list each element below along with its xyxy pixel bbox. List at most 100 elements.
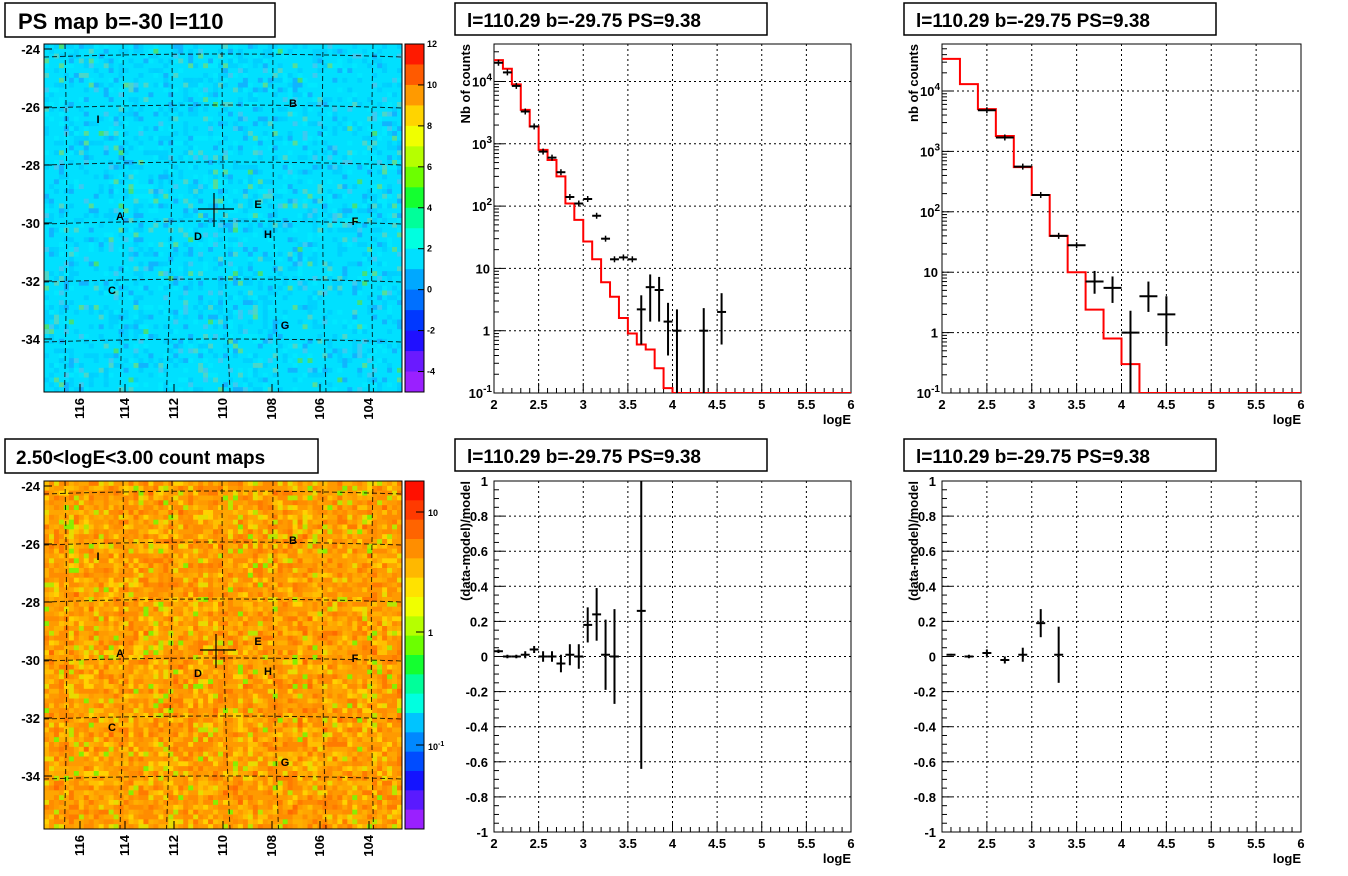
map-cell	[48, 116, 55, 122]
map-cell	[332, 353, 338, 359]
map-cell	[307, 338, 313, 344]
map-cell	[317, 213, 323, 219]
map-cell	[203, 68, 209, 74]
map-cell	[307, 131, 313, 137]
map-cell	[287, 247, 293, 253]
map-cell	[218, 82, 224, 88]
map-cell	[382, 111, 388, 117]
map-cell	[382, 179, 388, 185]
map-cell	[103, 367, 109, 373]
map-cell	[83, 174, 90, 180]
map-cell	[143, 169, 149, 175]
map-cell	[58, 329, 65, 335]
map-cell	[143, 324, 149, 330]
map-cell	[158, 343, 164, 349]
map-cell	[153, 150, 159, 156]
map-cell	[168, 97, 174, 103]
map-cell	[148, 305, 154, 311]
map-cell	[213, 251, 219, 257]
map-cell	[307, 208, 313, 214]
map-cell	[307, 218, 313, 224]
map-cell	[103, 314, 109, 320]
map-cell	[93, 131, 99, 137]
map-cell	[397, 280, 403, 286]
map-cell	[277, 314, 283, 320]
map-cell	[178, 343, 184, 349]
map-cell	[237, 329, 244, 335]
map-cell	[93, 222, 99, 228]
map-cell	[302, 329, 308, 335]
map-cell	[272, 111, 278, 117]
map-cell	[317, 68, 323, 74]
map-cell	[347, 53, 353, 59]
map-cell	[193, 329, 199, 335]
map-cell	[128, 77, 134, 83]
map-cell	[148, 189, 154, 195]
map-cell	[123, 48, 129, 54]
map-cell	[93, 247, 99, 253]
map-cell	[377, 251, 383, 257]
map-cell	[362, 343, 368, 349]
map-cell	[68, 271, 75, 277]
map-cell	[173, 319, 179, 325]
map-cell	[178, 305, 184, 311]
map-cell	[332, 160, 338, 166]
map-cell	[382, 63, 388, 69]
map-cell	[347, 261, 353, 267]
map-cell	[357, 237, 363, 243]
map-cell	[317, 309, 323, 315]
map-cell	[208, 324, 214, 330]
map-cell	[118, 77, 124, 83]
map-cell	[208, 329, 214, 335]
map-cell	[78, 314, 85, 320]
map-cell	[387, 334, 393, 340]
map-cell	[198, 348, 204, 354]
map-cell	[98, 353, 104, 359]
map-cell	[123, 155, 129, 161]
map-cell	[58, 300, 65, 306]
map-cell	[382, 160, 388, 166]
map-cell	[387, 73, 393, 79]
map-cell	[287, 329, 293, 335]
map-cell	[362, 276, 368, 282]
map-cell	[223, 367, 229, 373]
map-cell	[277, 261, 283, 267]
map-cell	[123, 377, 129, 383]
map-cell	[218, 92, 224, 98]
map-cell	[173, 150, 179, 156]
map-cell	[113, 271, 119, 277]
map-cell	[372, 343, 378, 349]
map-cell	[108, 135, 114, 141]
map-cell	[267, 358, 274, 364]
map-cell	[173, 126, 179, 132]
map-cell	[262, 285, 269, 291]
map-cell	[158, 184, 164, 190]
map-cell	[73, 135, 80, 141]
map-cell	[78, 343, 85, 349]
map-cell	[267, 135, 274, 141]
map-cell	[242, 53, 249, 59]
map-cell	[252, 145, 259, 151]
map-cell	[287, 145, 293, 151]
map-cell	[198, 295, 204, 301]
map-cell	[262, 48, 269, 54]
map-cell	[153, 343, 159, 349]
map-cell	[242, 179, 249, 185]
map-cell	[63, 222, 70, 228]
map-cell	[203, 309, 209, 315]
map-cell	[322, 53, 328, 59]
map-cell	[123, 135, 129, 141]
map-cell	[198, 48, 204, 54]
map-cell	[208, 372, 214, 378]
map-cell	[362, 174, 368, 180]
map-cell	[267, 189, 274, 195]
map-cell	[213, 184, 219, 190]
map-cell	[58, 372, 65, 378]
map-cell	[218, 348, 224, 354]
map-cell	[133, 53, 139, 59]
map-cell	[352, 363, 358, 369]
map-cell	[297, 319, 303, 325]
map-cell	[78, 295, 85, 301]
map-cell	[63, 372, 70, 378]
map-cell	[153, 242, 159, 248]
